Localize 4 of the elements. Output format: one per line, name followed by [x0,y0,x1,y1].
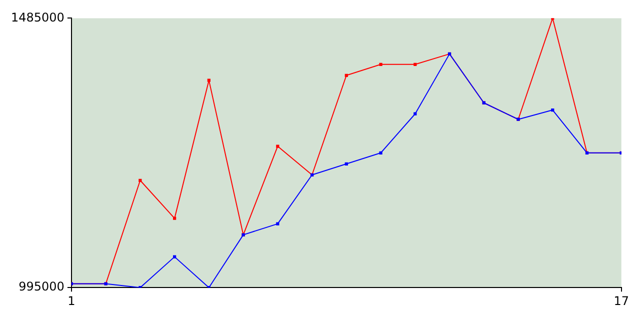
x-tick-label: 17 [614,294,630,308]
y-tick-label: 1485000 [10,10,64,24]
x-tick-label: 1 [68,294,76,308]
y-tick-label: 995000 [18,280,64,294]
